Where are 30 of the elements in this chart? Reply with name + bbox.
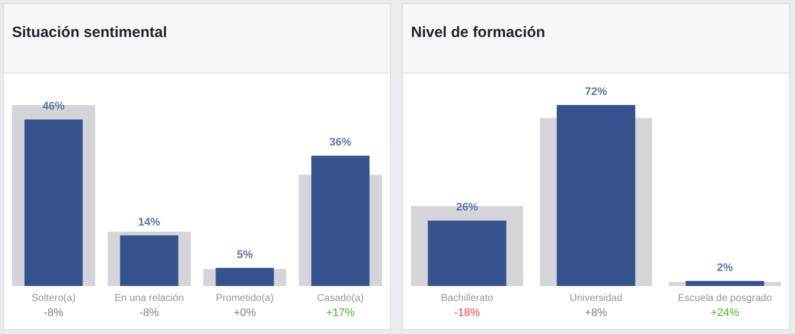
chart-title: Nivel de formación <box>411 24 546 41</box>
bar <box>686 280 764 286</box>
text: +0% <box>234 307 256 319</box>
x-tick-label: Soltero(a) <box>32 293 76 304</box>
data-label: 26% <box>456 202 478 214</box>
x-tick-label: Prometido(a) <box>216 293 274 304</box>
bar <box>216 268 274 286</box>
data-label: 2% <box>716 262 734 274</box>
bar <box>120 235 178 286</box>
text: +24% <box>710 307 740 319</box>
data-label: 14% <box>138 216 160 228</box>
chart-title: Situación sentimental <box>12 24 168 41</box>
x-tick-label: En una relación <box>114 293 184 304</box>
bar <box>24 119 83 286</box>
text: -8% <box>44 307 64 319</box>
text: +8% <box>584 307 608 319</box>
x-tick-label: Casado(a) <box>317 293 364 304</box>
data-label: 5% <box>236 248 253 261</box>
text: -8% <box>139 307 160 319</box>
bar <box>428 220 506 286</box>
x-tick-label: Escuela de posgrado <box>678 293 772 304</box>
x-tick-label: Bachillerato <box>440 293 494 304</box>
data-label: 36% <box>329 136 352 149</box>
bar <box>311 156 370 286</box>
bar <box>556 105 636 286</box>
x-tick-label: Universidad <box>570 293 622 304</box>
text: +17% <box>326 307 355 319</box>
data-label: 46% <box>42 100 65 112</box>
text: -18% <box>454 307 480 319</box>
data-label: 72% <box>584 86 608 98</box>
